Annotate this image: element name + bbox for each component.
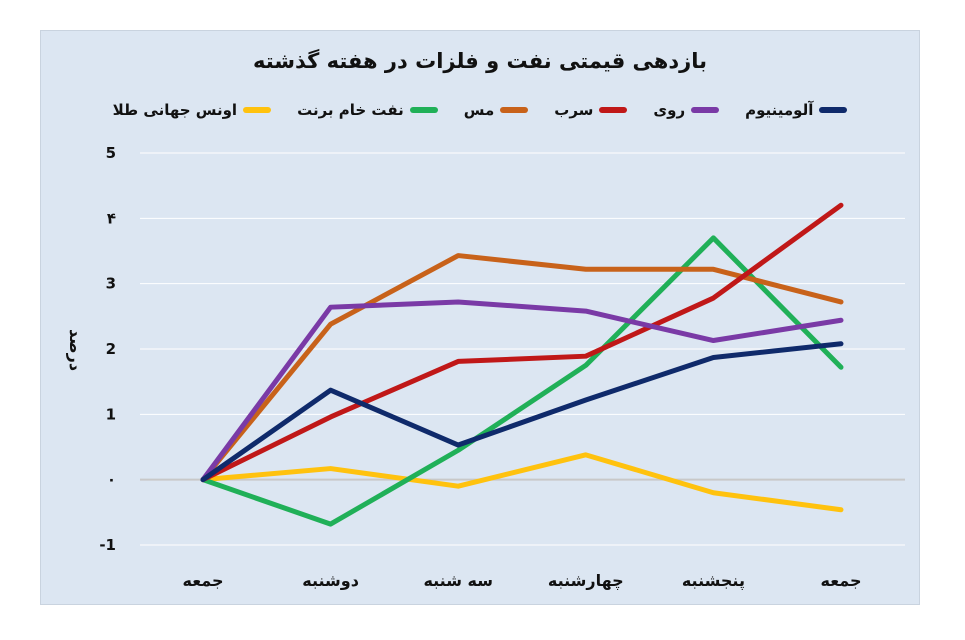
legend-swatch	[691, 107, 720, 113]
legend-item: روی	[653, 101, 720, 119]
legend-label: نفت خام برنت	[297, 101, 404, 119]
x-tick-label: دوشنبه	[302, 571, 359, 590]
chart-title: بازدهی قیمتی نفت و فلزات در هفته گذشته	[253, 49, 707, 73]
y-axis-label: درصد	[66, 329, 85, 371]
x-tick-label: سه شنبه	[423, 571, 493, 590]
legend-item: نفت خام برنت	[297, 101, 438, 119]
y-tick-label: -1	[99, 536, 116, 554]
legend-swatch	[243, 107, 272, 113]
y-tick-label: ۴	[107, 209, 116, 227]
series-line	[200, 235, 844, 527]
y-tick-label: ۰	[107, 471, 116, 489]
x-tick-label: جمعه	[183, 571, 224, 590]
legend-item: سرب	[554, 101, 628, 119]
x-tick-label: چهارشنبه	[548, 571, 624, 591]
legend-label: مس	[463, 101, 495, 119]
legend-swatch	[819, 107, 848, 113]
legend-item: آلومینیوم	[745, 101, 848, 119]
legend-swatch	[409, 107, 438, 113]
chart-legend: آلومینیوم روی سرب مس نفت خام برنت اونس جهانی …	[41, 101, 919, 119]
y-tick-label: 3	[106, 275, 116, 293]
y-tick-label: 5	[106, 144, 116, 162]
legend-label: سرب	[554, 101, 594, 119]
y-tick-label: 1	[106, 405, 116, 423]
x-tick-label: جمعه	[821, 571, 862, 590]
series-line	[200, 452, 844, 513]
x-tick-label: پنجشنبه	[682, 571, 745, 591]
legend-label: روی	[653, 101, 686, 119]
legend-label: آلومینیوم	[745, 101, 814, 119]
legend-swatch	[599, 107, 628, 113]
legend-item: اونس جهانی طلا	[112, 101, 272, 119]
legend-label: اونس جهانی طلا	[112, 101, 238, 119]
legend-item: مس	[464, 101, 529, 119]
chart-frame: بازدهی قیمتی نفت و فلزات در هفته گذشته آ…	[40, 30, 920, 605]
legend-swatch	[500, 107, 529, 113]
series-line	[200, 299, 844, 483]
series-line	[200, 253, 844, 483]
series-line	[200, 341, 844, 483]
y-tick-label: 2	[106, 340, 116, 358]
series-line	[200, 202, 844, 483]
